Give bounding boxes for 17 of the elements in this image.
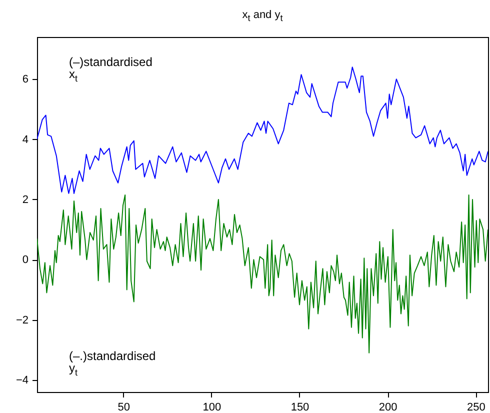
annotation: (–.)standardised: [69, 349, 156, 363]
line-series: [37, 66, 488, 194]
x-tick-label: 50: [118, 402, 130, 413]
y-tick-label: 4: [22, 134, 28, 146]
chart-title: x$_{t}$ and y$_{t}$: [242, 9, 283, 26]
x-tick-label: 150: [290, 402, 310, 413]
y-tick-label: 0: [22, 254, 28, 266]
x-tick-label: 250: [466, 402, 486, 413]
y-tick-label: 2: [22, 194, 28, 206]
annotation: y$_{t}$: [69, 361, 78, 380]
y-tick-label: −4: [16, 374, 28, 386]
annotation: (–)standardised: [69, 55, 152, 69]
x-tick-label: 200: [378, 402, 398, 413]
y-tick-label: 6: [22, 74, 28, 86]
x-tick-label: 100: [202, 402, 222, 413]
y-tick-label: −2: [16, 314, 28, 326]
annotation: x$_{t}$: [69, 67, 78, 86]
